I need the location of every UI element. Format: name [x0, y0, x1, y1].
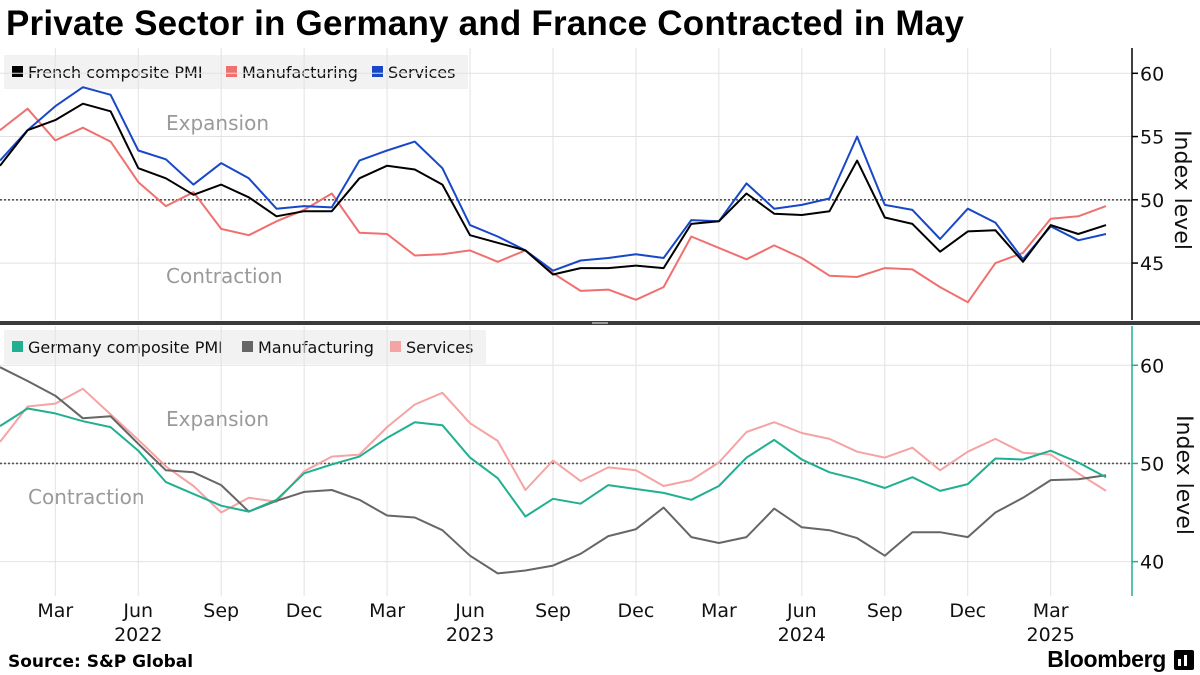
germany-y-tick-label-50: 50	[1140, 453, 1164, 475]
x-tick-label-6: Sep	[535, 600, 571, 622]
x-tick-label-1: Jun	[122, 600, 153, 622]
france-y-axis-title: Index level	[1169, 130, 1194, 250]
bloomberg-bar-chart-icon	[1174, 650, 1194, 670]
france-legend-label-2: Services	[388, 63, 455, 82]
germany-series-line-1	[0, 366, 1107, 575]
x-tick-label-4: Mar	[369, 600, 405, 622]
germany-y-tick-label-60: 60	[1140, 355, 1164, 377]
germany-contraction-label: Contraction	[28, 485, 145, 509]
france-series-line-2	[0, 86, 1107, 272]
france-y-tick-label-50: 50	[1140, 190, 1164, 212]
france-legend: French composite PMI Manufacturing Service…	[12, 63, 455, 82]
chart-title: Private Sector in Germany and France Con…	[6, 4, 965, 43]
germany-panel: Germany composite PMI Manufacturing Servic…	[0, 326, 1196, 596]
france-y-tick-label-45: 45	[1140, 253, 1164, 275]
x-tick-label-8: Mar	[701, 600, 737, 622]
germany-legend-label-1: Manufacturing	[258, 338, 374, 357]
germany-y-axis: 40 50 60	[1131, 326, 1164, 596]
germany-series-line-2	[0, 387, 1107, 514]
x-tick-label-12: Mar	[1033, 600, 1069, 622]
germany-y-tick-label-40: 40	[1140, 552, 1164, 574]
x-year-label-2022: 2022	[114, 624, 162, 646]
panel-divider-handle	[592, 322, 608, 324]
germany-y-axis-title: Index level	[1171, 415, 1196, 535]
france-series-lines	[0, 86, 1107, 304]
france-y-tick-label-60: 60	[1140, 63, 1164, 85]
x-tick-label-0: Mar	[37, 600, 73, 622]
source-note: Source: S&P Global	[8, 652, 194, 672]
france-legend-swatch-2	[372, 66, 383, 77]
x-tick-label-10: Sep	[867, 600, 903, 622]
france-expansion-label: Expansion	[166, 111, 269, 135]
germany-series-line-0	[0, 407, 1107, 518]
germany-legend-label-2: Services	[406, 338, 473, 357]
germany-legend-swatch-2	[390, 341, 401, 352]
france-y-tick-label-55: 55	[1140, 127, 1164, 149]
germany-gridlines	[0, 326, 1132, 596]
germany-legend: Germany composite PMI Manufacturing Servic…	[12, 338, 473, 357]
france-legend-label-0: French composite PMI	[28, 63, 203, 82]
x-tick-label-11: Dec	[949, 600, 986, 622]
germany-legend-swatch-0	[12, 341, 23, 352]
france-panel: French composite PMI Manufacturing Service…	[0, 48, 1194, 320]
germany-expansion-label: Expansion	[166, 407, 269, 431]
france-series-line-0	[0, 102, 1107, 276]
france-y-axis: 45 50 55 60	[1131, 48, 1164, 320]
germany-legend-swatch-1	[242, 341, 253, 352]
germany-series-lines	[0, 366, 1107, 575]
x-tick-label-2: Sep	[203, 600, 239, 622]
bloomberg-logo: Bloomberg	[1047, 646, 1166, 672]
x-year-label-2023: 2023	[446, 624, 494, 646]
x-tick-label-5: Jun	[454, 600, 485, 622]
france-legend-label-1: Manufacturing	[242, 63, 358, 82]
france-gridlines	[0, 48, 1132, 320]
france-legend-swatch-0	[12, 66, 23, 77]
x-year-label-2025: 2025	[1027, 624, 1075, 646]
x-tick-label-9: Jun	[786, 600, 817, 622]
france-legend-swatch-1	[226, 66, 237, 77]
x-year-label-2024: 2024	[778, 624, 826, 646]
germany-legend-label-0: Germany composite PMI	[28, 338, 223, 357]
x-tick-label-3: Dec	[286, 600, 323, 622]
france-contraction-label: Contraction	[166, 264, 283, 288]
x-tick-label-7: Dec	[618, 600, 655, 622]
